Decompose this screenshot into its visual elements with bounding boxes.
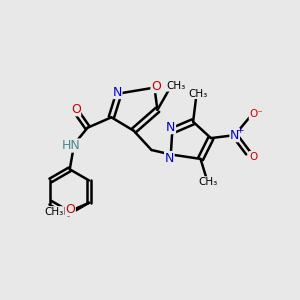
- Text: N: N: [165, 152, 174, 164]
- Text: CH₃: CH₃: [188, 88, 207, 98]
- Text: O: O: [249, 152, 258, 161]
- Text: +: +: [236, 126, 244, 135]
- Text: O: O: [65, 203, 75, 216]
- Text: N: N: [112, 85, 122, 98]
- Text: N: N: [166, 121, 176, 134]
- Text: O⁻: O⁻: [249, 109, 263, 119]
- Text: O: O: [71, 103, 81, 116]
- Text: CH₃: CH₃: [45, 207, 64, 217]
- Text: CH₃: CH₃: [198, 177, 218, 187]
- Text: HN: HN: [62, 139, 81, 152]
- Text: O: O: [151, 80, 161, 93]
- Text: CH₃: CH₃: [166, 81, 185, 91]
- Text: N: N: [230, 129, 239, 142]
